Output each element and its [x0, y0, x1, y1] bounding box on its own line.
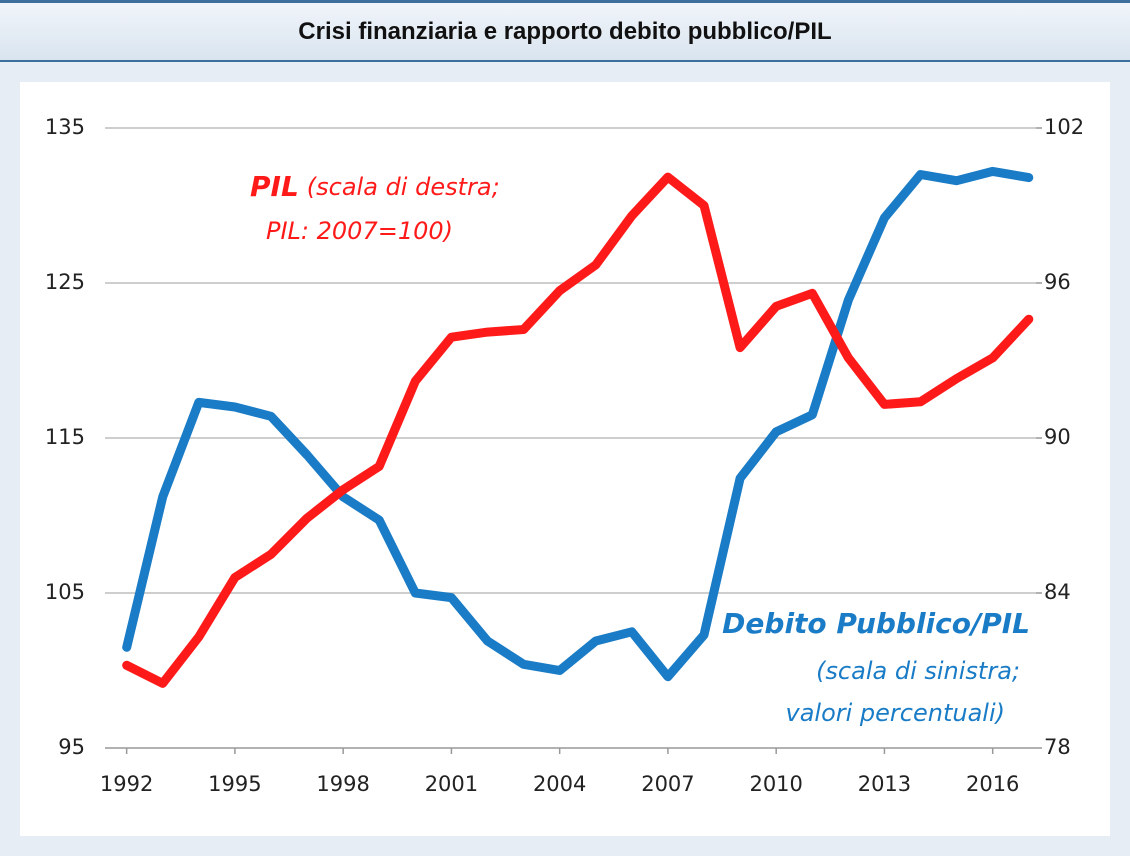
x-tick-label: 2010	[749, 772, 802, 796]
x-tick-label: 1998	[316, 772, 369, 796]
y-tick-label: 115	[45, 425, 85, 449]
annotation-name: Debito Pubblico/PIL	[722, 607, 1030, 640]
x-tick-label: 1995	[208, 772, 261, 796]
y-tick-label: 95	[58, 735, 85, 759]
annotation-title: PIL (scala di destra;	[250, 170, 500, 203]
annotation-title: Debito Pubblico/PIL	[722, 607, 1030, 640]
annotation: valori percentuali)	[786, 699, 1006, 727]
y-tick-label: 125	[45, 270, 85, 294]
x-tick-label: 2013	[858, 772, 911, 796]
y2-tick-label: 102	[1044, 115, 1084, 139]
y2-tick-label: 96	[1044, 270, 1071, 294]
y-tick-label: 135	[45, 115, 85, 139]
chart-title: Crisi finanziaria e rapporto debito pubb…	[298, 17, 832, 45]
x-tick-label: 1992	[100, 772, 153, 796]
y-tick-label: 105	[45, 580, 85, 604]
annotation: (scala di destra;	[307, 173, 500, 201]
x-tick-label: 2016	[966, 772, 1019, 796]
annotation: (scala di sinistra;	[816, 657, 1020, 685]
y2-tick-label: 84	[1044, 580, 1071, 604]
series-line	[122, 172, 1034, 688]
annotation: PIL: 2007=100)	[266, 217, 453, 245]
chart-panel	[20, 82, 1110, 836]
series-line	[122, 166, 1034, 682]
annotation-name: PIL	[250, 170, 299, 203]
x-tick-label: 2004	[533, 772, 586, 796]
x-tick-label: 2001	[425, 772, 478, 796]
x-tick-label: 2007	[641, 772, 694, 796]
y2-tick-label: 78	[1044, 735, 1071, 759]
header: Crisi finanziaria e rapporto debito pubb…	[0, 0, 1130, 62]
y2-tick-label: 90	[1044, 425, 1071, 449]
